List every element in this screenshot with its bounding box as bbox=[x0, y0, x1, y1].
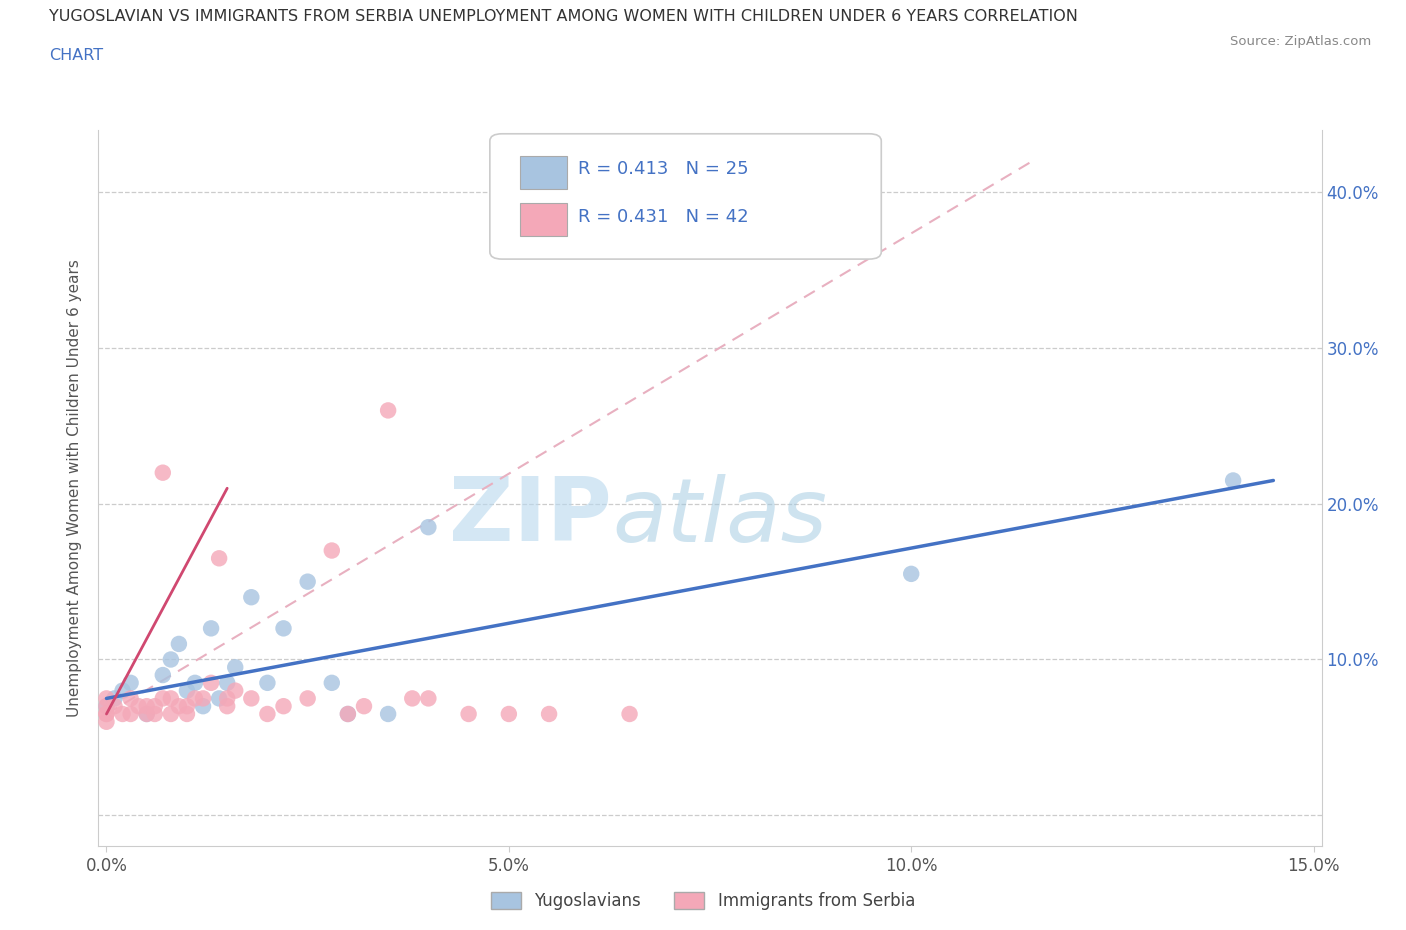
Point bbox=[152, 691, 174, 706]
Point bbox=[167, 636, 190, 651]
Point bbox=[143, 707, 166, 722]
Point bbox=[217, 691, 239, 706]
Point bbox=[111, 684, 134, 698]
Point bbox=[184, 691, 207, 706]
Text: R = 0.431   N = 42: R = 0.431 N = 42 bbox=[578, 207, 748, 226]
Point bbox=[336, 707, 359, 722]
Point bbox=[224, 660, 246, 675]
Point bbox=[103, 691, 125, 706]
Point bbox=[120, 707, 142, 722]
Point bbox=[96, 707, 118, 722]
Text: YUGOSLAVIAN VS IMMIGRANTS FROM SERBIA UNEMPLOYMENT AMONG WOMEN WITH CHILDREN UND: YUGOSLAVIAN VS IMMIGRANTS FROM SERBIA UN… bbox=[49, 9, 1078, 24]
Point bbox=[200, 675, 222, 690]
Point bbox=[321, 543, 343, 558]
Point bbox=[160, 707, 183, 722]
Point bbox=[224, 684, 246, 698]
Point bbox=[336, 707, 359, 722]
Point bbox=[377, 403, 399, 418]
Point bbox=[217, 698, 239, 713]
Text: atlas: atlas bbox=[612, 474, 827, 560]
Text: Source: ZipAtlas.com: Source: ZipAtlas.com bbox=[1230, 35, 1371, 48]
Point bbox=[297, 574, 319, 589]
Point bbox=[191, 691, 214, 706]
Point bbox=[176, 684, 198, 698]
Point bbox=[191, 698, 214, 713]
Point bbox=[152, 465, 174, 480]
Point bbox=[96, 698, 118, 713]
Text: R = 0.413   N = 25: R = 0.413 N = 25 bbox=[578, 160, 748, 179]
Point bbox=[538, 707, 561, 722]
Point bbox=[160, 691, 183, 706]
Point bbox=[377, 707, 399, 722]
FancyBboxPatch shape bbox=[520, 156, 567, 189]
Point bbox=[418, 691, 440, 706]
Point bbox=[143, 698, 166, 713]
Point bbox=[457, 707, 479, 722]
Point bbox=[418, 520, 440, 535]
Point bbox=[135, 707, 157, 722]
Point bbox=[111, 707, 134, 722]
Point bbox=[401, 691, 423, 706]
Point bbox=[900, 566, 922, 581]
Text: CHART: CHART bbox=[49, 48, 103, 63]
Point bbox=[1222, 473, 1244, 488]
Point bbox=[152, 668, 174, 683]
Point bbox=[96, 691, 118, 706]
Point bbox=[498, 707, 520, 722]
Point bbox=[176, 707, 198, 722]
Point bbox=[167, 698, 190, 713]
Point bbox=[96, 698, 118, 713]
FancyBboxPatch shape bbox=[489, 134, 882, 259]
Point bbox=[353, 698, 375, 713]
Point bbox=[273, 698, 295, 713]
Point bbox=[160, 652, 183, 667]
Point bbox=[103, 698, 125, 713]
Point bbox=[273, 621, 295, 636]
Point bbox=[135, 707, 157, 722]
Point bbox=[200, 621, 222, 636]
Point bbox=[217, 675, 239, 690]
Point bbox=[96, 707, 118, 722]
Point bbox=[208, 551, 231, 565]
Point bbox=[184, 675, 207, 690]
Point bbox=[240, 691, 263, 706]
Point bbox=[619, 707, 641, 722]
Point bbox=[96, 714, 118, 729]
Point bbox=[297, 691, 319, 706]
Point bbox=[321, 675, 343, 690]
Point bbox=[240, 590, 263, 604]
Point bbox=[208, 691, 231, 706]
Point bbox=[128, 698, 150, 713]
Legend: Yugoslavians, Immigrants from Serbia: Yugoslavians, Immigrants from Serbia bbox=[484, 885, 922, 917]
Y-axis label: Unemployment Among Women with Children Under 6 years: Unemployment Among Women with Children U… bbox=[67, 259, 83, 717]
FancyBboxPatch shape bbox=[520, 204, 567, 236]
Point bbox=[176, 698, 198, 713]
Point bbox=[135, 698, 157, 713]
Point bbox=[256, 675, 278, 690]
Point bbox=[120, 691, 142, 706]
Point bbox=[256, 707, 278, 722]
Text: ZIP: ZIP bbox=[450, 473, 612, 561]
Point bbox=[120, 675, 142, 690]
